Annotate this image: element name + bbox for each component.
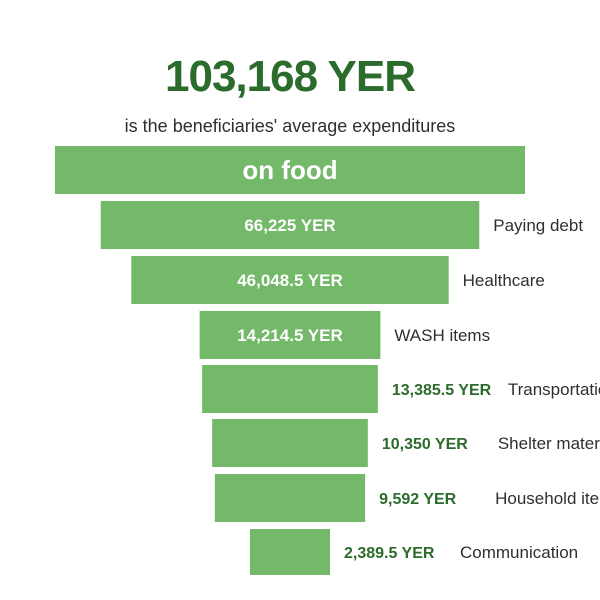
funnel-bar-household-items xyxy=(214,474,366,522)
funnel-bar-transportation xyxy=(202,365,378,413)
funnel-label-on-food: on food xyxy=(242,155,337,185)
funnel-value-label: 13,385.5 YER xyxy=(392,382,492,399)
headline-total: 103,168 YER xyxy=(165,52,416,101)
funnel-category-label: Transportation xyxy=(508,380,600,399)
funnel-category-label: Household items xyxy=(495,489,600,508)
funnel-category-label: Healthcare xyxy=(463,271,545,290)
funnel-value-label: 10,350 YER xyxy=(382,436,468,453)
funnel-bar-on-food xyxy=(55,146,525,194)
funnel-value-label: 66,225 YER xyxy=(244,216,335,235)
funnel-value-label: 46,048.5 YER xyxy=(237,271,343,290)
funnel-value-label: 14,214.5 YER xyxy=(237,326,343,345)
funnel-value-label: 9,592 YER xyxy=(379,491,457,508)
funnel-category-label: Shelter materials xyxy=(498,434,600,453)
funnel-bar-paying-debt xyxy=(100,201,480,249)
funnel-bar-communication xyxy=(249,529,331,575)
funnel-bar-shelter-materials xyxy=(212,419,368,467)
funnel-category-label: WASH items xyxy=(394,326,490,345)
funnel-bar-healthcare xyxy=(131,256,449,304)
funnel-category-label: Communication xyxy=(460,543,578,562)
funnel-value-label: 2,389.5 YER xyxy=(344,545,435,562)
headline-subtitle: is the beneficiaries' average expenditur… xyxy=(124,116,456,136)
funnel-category-label: Paying debt xyxy=(493,216,583,235)
funnel-bar-wash-items xyxy=(199,311,381,359)
